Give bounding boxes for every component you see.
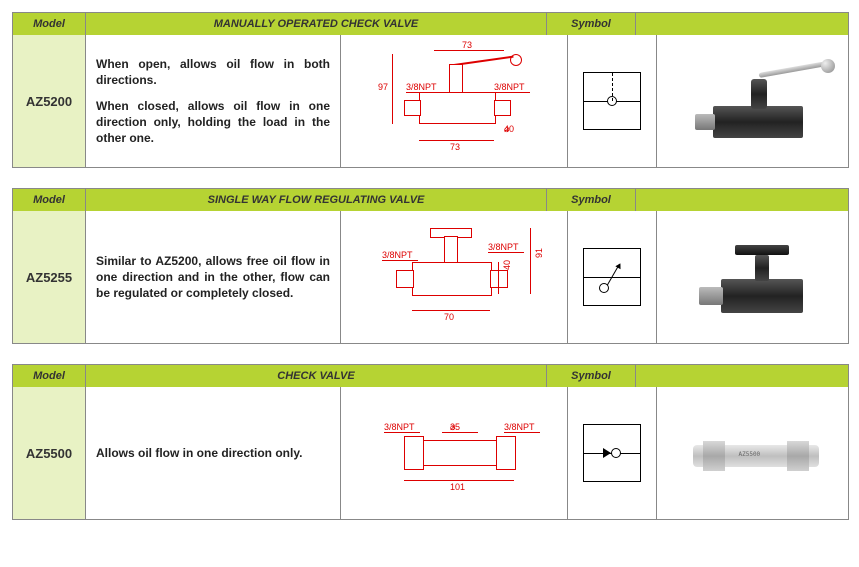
body-row: AZ5200 When open, allows oil flow in bot… (13, 35, 848, 167)
header-symbol: Symbol (547, 13, 636, 35)
symbol (568, 35, 657, 167)
dim-top: 73 (462, 40, 472, 50)
dim-width: 70 (444, 312, 454, 322)
header-row: Model SINGLE WAY FLOW REGULATING VALVE S… (13, 189, 848, 211)
body-row: AZ5500 Allows oil flow in one direction … (13, 387, 848, 519)
header-row: Model CHECK VALVE Symbol (13, 365, 848, 387)
port-right: 3/8NPT (488, 242, 519, 252)
header-photo (636, 365, 848, 387)
dim-length: 101 (450, 482, 465, 492)
port-left: 3/8NPT (382, 250, 413, 260)
desc-para-1: Similar to AZ5200, allows free oil flow … (96, 253, 330, 302)
port-right: 3/8NPT (504, 422, 535, 432)
header-model: Model (13, 365, 86, 387)
dim-body-h: 40 (502, 260, 512, 270)
desc-para-1: When open, allows oil flow in both direc… (96, 56, 330, 88)
symbol (568, 211, 657, 343)
model-code: AZ5255 (13, 211, 86, 343)
header-title: MANUALLY OPERATED CHECK VALVE (86, 13, 547, 35)
body-row: AZ5255 Similar to AZ5200, allows free oi… (13, 211, 848, 343)
desc-para-1: Allows oil flow in one direction only. (96, 445, 330, 461)
port-left: 3/8NPT (384, 422, 415, 432)
dim-height: 91 (534, 248, 544, 258)
product-block-az5500: Model CHECK VALVE Symbol AZ5500 Allows o… (12, 364, 849, 520)
header-model: Model (13, 13, 86, 35)
technical-drawing: 3/8NPT 3/8NPT 35 ⌀ 101 (341, 387, 568, 519)
header-photo (636, 189, 848, 211)
header-row: Model MANUALLY OPERATED CHECK VALVE Symb… (13, 13, 848, 35)
technical-drawing: 73 97 3/8NPT 3/8NPT (341, 35, 568, 167)
dim-body-h: 40 ⌀ (504, 124, 509, 135)
model-code: AZ5200 (13, 35, 86, 167)
header-symbol: Symbol (547, 365, 636, 387)
engraving: AZ5500 (739, 451, 761, 458)
symbol (568, 387, 657, 519)
product-photo: AZ5500 (657, 387, 848, 519)
description: Allows oil flow in one direction only. (86, 387, 341, 519)
technical-drawing: 3/8NPT 3/8NPT 40 91 70 (341, 211, 568, 343)
dim-height: 97 (378, 82, 388, 92)
description: Similar to AZ5200, allows free oil flow … (86, 211, 341, 343)
product-block-az5255: Model SINGLE WAY FLOW REGULATING VALVE S… (12, 188, 849, 344)
desc-para-2: When closed, allows oil flow in one dire… (96, 98, 330, 147)
product-photo (657, 35, 848, 167)
description: When open, allows oil flow in both direc… (86, 35, 341, 167)
port-left: 3/8NPT (406, 82, 437, 92)
header-title: SINGLE WAY FLOW REGULATING VALVE (86, 189, 547, 211)
model-code: AZ5500 (13, 387, 86, 519)
dim-bottom: 73 (450, 142, 460, 152)
product-photo (657, 211, 848, 343)
header-symbol: Symbol (547, 189, 636, 211)
header-model: Model (13, 189, 86, 211)
product-block-az5200: Model MANUALLY OPERATED CHECK VALVE Symb… (12, 12, 849, 168)
header-photo (636, 13, 848, 35)
port-right: 3/8NPT (494, 82, 525, 92)
header-title: CHECK VALVE (86, 365, 547, 387)
